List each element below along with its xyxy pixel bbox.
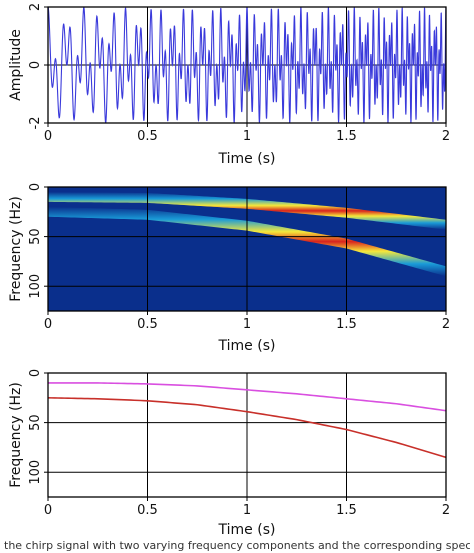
amplitude-panel: 0 0.5 1 1.5 220-2 Time (s) Amplitude — [8, 3, 450, 167]
x-tick-label: 2 — [442, 317, 450, 332]
y-tick-label: -2 — [28, 117, 43, 130]
y-tick-label: 0 — [28, 61, 43, 69]
ticks: 0 0.5 1 1.5 220-2 — [28, 3, 450, 144]
x-axis-label: Time (s) — [218, 338, 276, 354]
x-tick-label: 0.5 — [137, 129, 158, 144]
y-tick-label: 100 — [28, 460, 43, 485]
x-tick-label: 2 — [442, 503, 450, 518]
ridge-2 — [48, 206, 446, 277]
y-tick-label: 0 — [28, 369, 43, 377]
frequency-panel: 0 0.5 1 1.5 2 0 50 100 Time (s) Frequency (Hz) — [8, 369, 450, 538]
spectrogram-panel: 0 0.5 1 1.5 2 0 50 100 Time (s) Frequency (Hz) — [8, 183, 450, 354]
x-tick-label: 1.5 — [336, 129, 357, 144]
signal-line — [48, 7, 446, 123]
y-tick-label: 100 — [28, 274, 43, 299]
y-axis-label: Amplitude — [8, 29, 24, 101]
x-tick-label: 2 — [442, 129, 450, 144]
x-tick-label: 0.5 — [137, 503, 158, 518]
x-tick-label: 0 — [44, 317, 52, 332]
ticks: 0 0.5 1 1.5 2 0 50 100 — [28, 183, 450, 332]
x-tick-label: 1 — [243, 317, 251, 332]
y-tick-label: 50 — [28, 228, 43, 245]
figure-caption: the chirp signal with two varying freque… — [4, 539, 470, 552]
x-axis-label: Time (s) — [218, 151, 276, 167]
y-tick-label: 50 — [28, 414, 43, 431]
x-tick-label: 0 — [44, 129, 52, 144]
x-tick-label: 1 — [243, 129, 251, 144]
y-tick-label: 2 — [28, 3, 43, 11]
frequency-line-2 — [48, 397, 446, 459]
x-tick-label: 0 — [44, 503, 52, 518]
series-lines — [48, 382, 446, 459]
y-tick-label: 0 — [28, 183, 43, 191]
x-tick-label: 1 — [243, 503, 251, 518]
x-axis-label: Time (s) — [218, 522, 276, 538]
x-tick-label: 0.5 — [137, 317, 158, 332]
frequency-line-1 — [48, 382, 446, 412]
grid — [48, 373, 446, 497]
x-tick-label: 1.5 — [336, 503, 357, 518]
y-axis-label: Frequency (Hz) — [8, 382, 24, 488]
ticks: 0 0.5 1 1.5 2 0 50 100 — [28, 369, 450, 518]
grid — [48, 187, 446, 311]
y-axis-label: Frequency (Hz) — [8, 196, 24, 302]
x-tick-label: 1.5 — [336, 317, 357, 332]
